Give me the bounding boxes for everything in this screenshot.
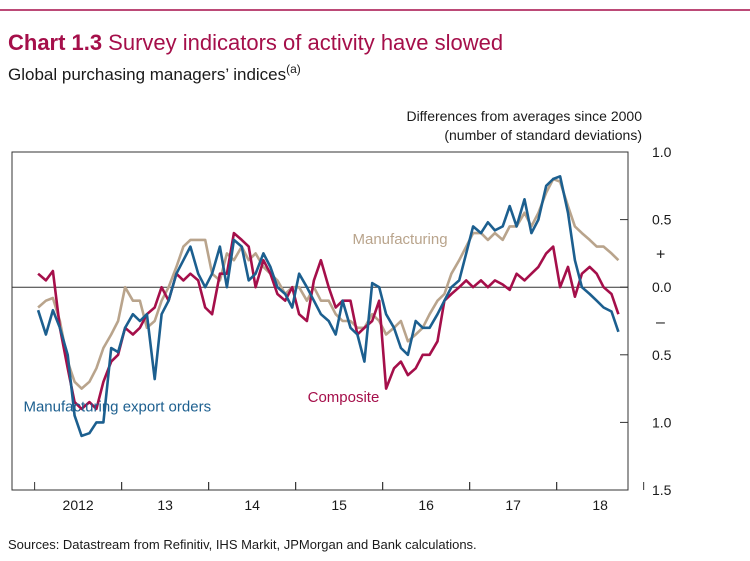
series-label: Composite — [308, 389, 380, 406]
y-tick-label: 1.0 — [652, 144, 672, 160]
y-tick-label: 0.5 — [652, 347, 672, 363]
subtitle-note: (a) — [286, 62, 301, 76]
x-tick-label: 16 — [418, 497, 434, 513]
series-label: Manufacturing export orders — [23, 399, 211, 416]
title-text: Survey indicators of activity have slowe… — [108, 30, 503, 55]
subtitle-text: Global purchasing managers’ indices — [8, 65, 286, 84]
sign-label: – — [656, 314, 665, 331]
chart-title: Chart 1.3 Survey indicators of activity h… — [8, 30, 503, 55]
sign-label: + — [656, 246, 665, 263]
x-tick-label: 13 — [157, 497, 173, 513]
title-prefix: Chart 1.3 — [8, 30, 102, 55]
subtitle: Global purchasing managers’ indices(a) — [8, 62, 301, 84]
series-line — [37, 177, 620, 390]
y-tick-label: 0.0 — [652, 279, 672, 295]
x-tick-label: 17 — [505, 497, 521, 513]
series-line — [36, 175, 620, 438]
plot-area: 1.0 0.5 0.0 0.5 1.0 1.5 + – 2012 13 14 15 16 17 18 Manu… — [11, 144, 672, 513]
x-tick-label: 2012 — [63, 497, 94, 513]
source: Sources: Datastream from Refinitiv, IHS … — [8, 537, 477, 552]
axis-label: (number of standard deviations) — [444, 127, 642, 143]
series-label: Manufacturing — [353, 231, 448, 248]
x-tick-label: 18 — [592, 497, 608, 513]
y-tick-label: 1.0 — [652, 414, 672, 430]
y-tick-label: 1.5 — [652, 482, 672, 498]
x-tick-label: 14 — [244, 497, 260, 513]
axis-label: Differences from averages since 2000 — [406, 108, 642, 124]
x-tick-label: 15 — [331, 497, 347, 513]
y-tick-label: 0.5 — [652, 212, 672, 228]
plot-frame — [11, 151, 629, 491]
series-line — [37, 231, 620, 411]
